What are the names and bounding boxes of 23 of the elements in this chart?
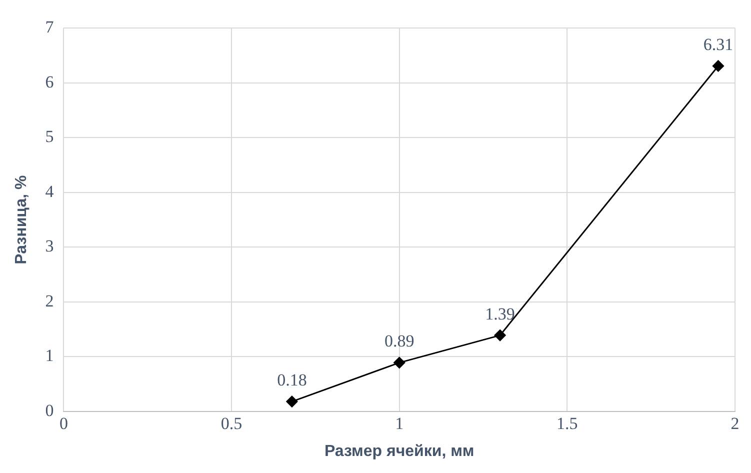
y-tick-label: 5 (45, 127, 54, 146)
point (286, 396, 298, 408)
x-tick-label: 0.5 (220, 414, 242, 434)
y-tick-label: 2 (45, 291, 54, 310)
data-label: 0.89 (384, 332, 414, 351)
y-tick-label: 6 (45, 72, 54, 92)
point (494, 330, 506, 342)
point (712, 60, 724, 72)
x-tick-label: 2 (730, 414, 740, 434)
point (394, 356, 406, 368)
y-tick-label: 3 (45, 236, 54, 256)
data-label: 1.39 (485, 304, 515, 324)
data-label: 0.18 (277, 370, 307, 390)
x-tick-label: 1.5 (556, 414, 578, 434)
y-axis-title: Разница, % (13, 175, 30, 264)
data-label: 6.31 (703, 34, 734, 54)
x-axis-title: Размер ячейки, мм (324, 442, 474, 460)
y-tick-label: 1 (45, 346, 54, 366)
x-tick-label: 1 (395, 414, 404, 434)
y-tick-label: 0 (45, 400, 54, 420)
y-tick-label: 4 (45, 182, 54, 201)
y-tick-label: 7 (45, 18, 54, 37)
x-tick-label: 0 (59, 414, 68, 434)
